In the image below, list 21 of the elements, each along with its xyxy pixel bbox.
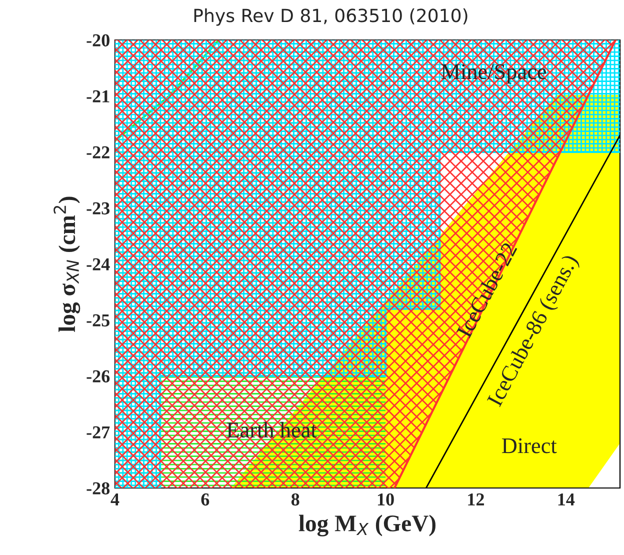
- y-tick-label: -25: [86, 314, 110, 326]
- y-tick-label: -27: [86, 426, 110, 438]
- y-tick-label: -26: [86, 370, 110, 382]
- y-tick-label: -23: [86, 202, 110, 214]
- x-tick-label: 10: [378, 493, 394, 506]
- y-tick-label: -20: [86, 34, 110, 46]
- y-tick-label: -22: [86, 146, 110, 158]
- x-tick-label: 6: [201, 493, 210, 506]
- x-axis-title: log M$_{X}$ (GeV): [298, 514, 436, 536]
- annotation: Mine/Space: [441, 64, 546, 84]
- y-tick-label: -21: [86, 90, 110, 102]
- x-tick-label: 12: [468, 493, 484, 506]
- y-tick-label: -28: [86, 482, 110, 494]
- y-tick-label: -24: [86, 258, 110, 270]
- chart-title: Phys Rev D 81, 063510 (2010): [194, 8, 468, 26]
- y-axis-title: log σ$_{XN}$ (cm$^{2}$): [54, 196, 80, 332]
- annotation: Direct: [502, 438, 557, 454]
- x-tick-label: 8: [291, 493, 300, 506]
- annotation: Earth heat: [226, 422, 317, 438]
- x-tick-label: 14: [558, 493, 575, 506]
- x-tick-label: 4: [110, 494, 120, 506]
